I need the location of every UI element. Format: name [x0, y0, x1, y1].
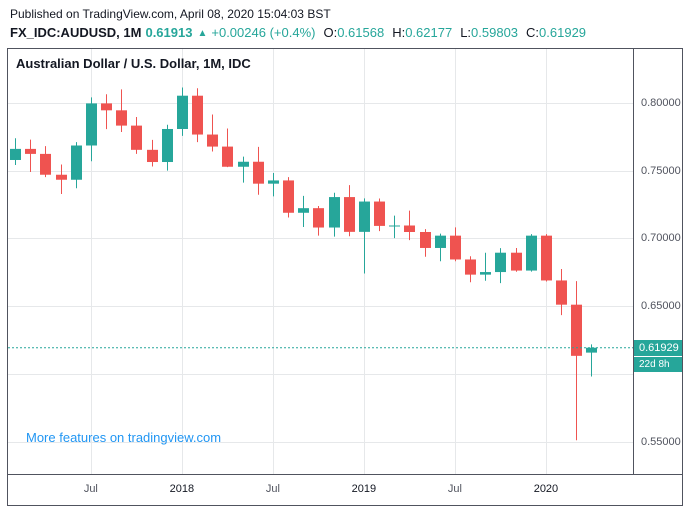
ohlc-low-value: 0.59803	[471, 25, 519, 40]
tradingview-link[interactable]: More features on tradingview.com	[26, 430, 222, 445]
ohlc-high-label: H:	[392, 25, 406, 40]
last-price: 0.61913	[145, 25, 193, 40]
price-change: +0.00246 (+0.4%)	[211, 25, 316, 40]
ohlc-high: H:0.62177	[392, 25, 452, 40]
chart-frame: Australian Dollar / U.S. Dollar, 1M, IDC…	[7, 48, 683, 506]
candlestick-svg	[8, 49, 633, 474]
symbol-name: FX_IDC:AUDUSD, 1M	[10, 25, 142, 40]
published-line: Published on TradingView.com, April 08, …	[10, 7, 331, 21]
ohlc-low: L:0.59803	[460, 25, 518, 40]
y-axis-tick: 0.80000	[641, 97, 681, 110]
x-axis-tick: 2018	[169, 483, 195, 495]
x-axis-tick: Jul	[83, 483, 98, 495]
ohlc-close-value: 0.61929	[539, 25, 587, 40]
y-axis-tick: 0.70000	[641, 232, 681, 245]
ohlc-high-value: 0.62177	[405, 25, 453, 40]
ohlc-open-label: O:	[323, 25, 338, 40]
ohlc-open-value: 0.61568	[337, 25, 385, 40]
last-price-tag: 0.61929	[634, 339, 682, 356]
y-axis-tick: 0.65000	[641, 300, 681, 313]
up-arrow-icon: ▲	[197, 28, 208, 39]
x-axis-tick: Jul	[265, 483, 280, 495]
symbol-bar: FX_IDC:AUDUSD, 1M 0.61913 ▲ +0.00246 (+0.4%…	[10, 25, 586, 40]
plot-area[interactable]: Australian Dollar / U.S. Dollar, 1M, IDC…	[8, 49, 634, 474]
y-axis-tick: 0.75000	[641, 164, 681, 177]
y-axis-tick: 0.55000	[641, 435, 681, 448]
price-axis[interactable]: 0.55000 0.65000 0.70000 0.75000 0.80000 0.61…	[634, 49, 682, 474]
x-axis-tick: 2019	[351, 483, 377, 495]
x-axis-tick: 2020	[533, 483, 559, 495]
time-axis[interactable]: Jul 2018 Jul 2019 Jul 2020	[8, 474, 682, 505]
bar-countdown-tag: 22d 8h	[634, 356, 682, 372]
ohlc-close: C:0.61929	[526, 25, 586, 40]
x-axis-tick: Jul	[447, 483, 462, 495]
ohlc-low-label: L:	[460, 25, 472, 40]
ohlc-close-label: C:	[526, 25, 540, 40]
chart-legend: Australian Dollar / U.S. Dollar, 1M, IDC	[16, 56, 251, 71]
ohlc-open: O:0.61568	[323, 25, 384, 40]
